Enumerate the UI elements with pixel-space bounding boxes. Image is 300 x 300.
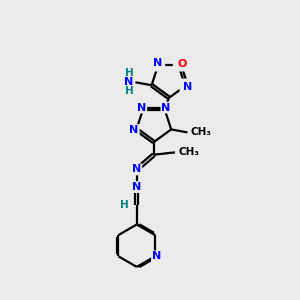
- Text: N: N: [161, 103, 171, 112]
- Text: N: N: [130, 125, 139, 135]
- Text: N: N: [153, 58, 162, 68]
- Text: N: N: [182, 82, 191, 92]
- Text: H: H: [124, 86, 133, 96]
- Text: N: N: [132, 164, 141, 174]
- Text: N: N: [177, 60, 187, 70]
- Text: O: O: [178, 59, 187, 69]
- Text: CH₃: CH₃: [190, 128, 211, 137]
- Text: H: H: [124, 68, 133, 78]
- Text: N: N: [124, 77, 134, 87]
- Text: N: N: [183, 82, 192, 92]
- Text: N: N: [137, 103, 146, 112]
- Text: H: H: [120, 200, 129, 210]
- Text: N: N: [152, 251, 161, 261]
- Text: N: N: [132, 182, 141, 192]
- Text: O: O: [153, 58, 162, 68]
- Text: CH₃: CH₃: [178, 147, 200, 158]
